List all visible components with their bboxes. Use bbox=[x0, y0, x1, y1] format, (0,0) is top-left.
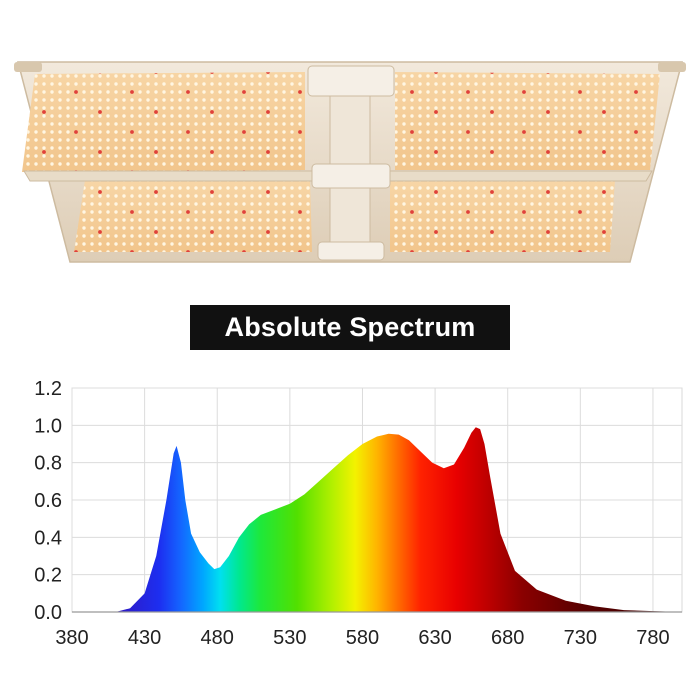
x-tick-label: 530 bbox=[273, 627, 306, 649]
x-tick-label: 630 bbox=[418, 627, 451, 649]
spectrum-area-layer bbox=[115, 427, 682, 612]
y-tick-label: 0.6 bbox=[34, 490, 62, 512]
x-tick-label: 380 bbox=[55, 627, 88, 649]
y-tick-label: 1.0 bbox=[34, 415, 62, 437]
spectrum-area bbox=[115, 427, 682, 612]
x-tick-label: 780 bbox=[636, 627, 669, 649]
y-axis: 0.0 0.2 0.4 0.6 0.8 1.0 1.2 bbox=[34, 378, 62, 624]
chart-title-banner: Absolute Spectrum bbox=[190, 305, 510, 350]
x-tick-label: 480 bbox=[201, 627, 234, 649]
y-tick-label: 0.4 bbox=[34, 527, 62, 549]
y-tick-label: 0.8 bbox=[34, 453, 62, 475]
driver-box-bottom bbox=[317, 241, 385, 261]
spectrum-chart: 380 430 480 530 580 630 680 730 780 0.0 0.2 0.4 0.6… bbox=[34, 378, 683, 649]
driver-box-middle bbox=[311, 163, 391, 189]
x-axis: 380 430 480 530 580 630 680 730 780 bbox=[55, 611, 682, 649]
grow-light-product-image bbox=[14, 61, 686, 263]
y-tick-label: 0.2 bbox=[34, 565, 62, 587]
y-tick-label: 0.0 bbox=[34, 602, 62, 624]
chart-title: Absolute Spectrum bbox=[224, 312, 476, 342]
x-tick-label: 730 bbox=[564, 627, 597, 649]
x-tick-label: 580 bbox=[346, 627, 379, 649]
driver-box-top bbox=[307, 65, 395, 97]
x-tick-label: 430 bbox=[128, 627, 161, 649]
y-tick-label: 1.2 bbox=[34, 378, 62, 400]
x-tick-label: 680 bbox=[491, 627, 524, 649]
